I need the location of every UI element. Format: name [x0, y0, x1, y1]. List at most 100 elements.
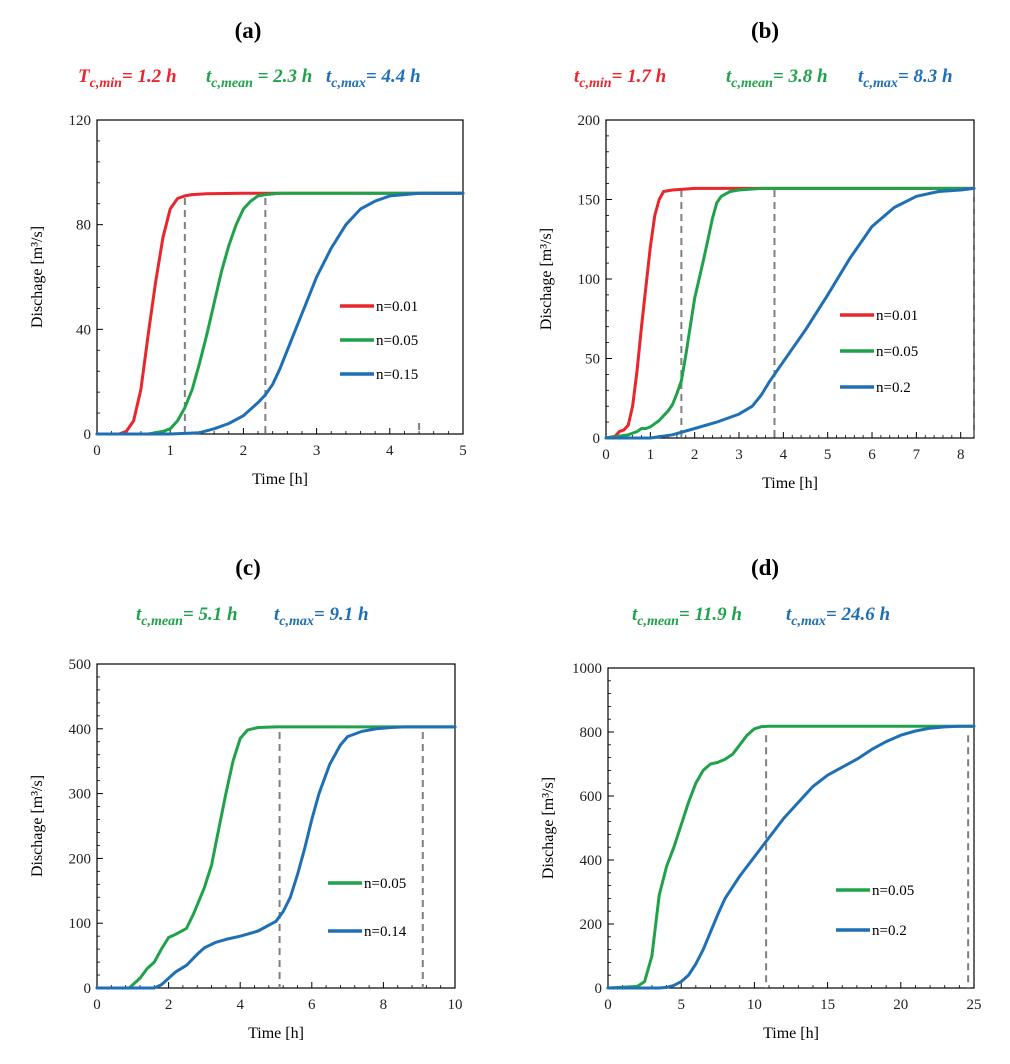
panel-d-y-tick-label: 400: [580, 853, 603, 869]
panel-d-label: (d): [751, 555, 779, 580]
panel-b-y-tick-label: 150: [578, 193, 601, 209]
panel-d-x-tick-label: 25: [967, 997, 982, 1013]
panel-b-x-tick-label: 6: [868, 447, 876, 463]
panel-d-x-tick-label: 20: [893, 997, 908, 1013]
panel-c-y-tick-label: 300: [69, 787, 92, 803]
panel-d-x-tick-label: 10: [747, 997, 762, 1013]
panel-a-y-axis-label: Dischage [m³/s]: [29, 226, 46, 328]
panel-b-x-tick-label: 7: [913, 447, 921, 463]
panel-d-legend-label: n=0.05: [872, 883, 914, 899]
panel-c-plot: 0 100 200 300 400 500 0 2 4 6 8 10 Time [h] Dischage …: [29, 657, 463, 1042]
panel-a-legend-label: n=0.05: [376, 333, 418, 349]
panel-b-x-tick-label: 3: [735, 447, 743, 463]
panel-a-x-tick-label: 4: [386, 443, 394, 459]
panel-a-x-tick-label: 0: [93, 443, 101, 459]
panel-c-y-tick-label: 400: [69, 722, 92, 738]
panel-b-x-tick-label: 0: [602, 447, 610, 463]
panel-a-label: (a): [235, 18, 262, 43]
panel-c-y-tick-label: 200: [69, 851, 92, 867]
panel-d-y-tick-label: 1000: [572, 661, 602, 677]
panel-b-x-axis-label: Time [h]: [762, 475, 818, 492]
panel-d-legend-label: n=0.2: [872, 923, 907, 939]
panel-b-series-n005: [604, 186, 976, 440]
panel-d-plot-frame: [607, 667, 975, 989]
panel-c-series-n005: [95, 725, 457, 990]
panel-b-annotation-max: tc,max= 8.3 h: [858, 66, 953, 91]
panel-b-x-tick-label: 8: [957, 447, 965, 463]
panel-d-series-n02: [606, 724, 976, 990]
panel-c-plot-frame: [96, 663, 456, 989]
panel-b-y-tick-label: 200: [578, 113, 601, 129]
panel-b-annotation-min: tc,min= 1.7 h: [574, 66, 666, 91]
panel-c-y-tick-label: 100: [69, 916, 92, 932]
panel-b-legend-label: n=0.2: [876, 380, 911, 396]
panel-c-y-tick-label: 500: [69, 657, 92, 673]
panel-b-x-tick-label: 4: [780, 447, 788, 463]
panel-d-series-n005: [606, 724, 976, 990]
panel-a-y-tick-label: 0: [84, 427, 92, 443]
panel-a-y-tick-label: 40: [76, 322, 91, 338]
panel-c-label: (c): [235, 555, 261, 580]
panel-b-x-tick-label: 2: [691, 447, 699, 463]
panel-d-y-axis-label: Dischage [m³/s]: [540, 777, 557, 879]
panel-c-x-tick-label: 0: [93, 997, 101, 1013]
panel-d-annotation-mean: tc,mean= 11.9 h: [632, 604, 742, 629]
panel-c-x-tick-label: 6: [308, 997, 316, 1013]
panel-b-x-tick-label: 1: [647, 447, 655, 463]
panel-a-y-tick-label: 80: [76, 218, 91, 234]
panel-a-annotation-mean: tc,mean = 2.3 h: [206, 66, 312, 91]
panel-c-legend-label: n=0.05: [364, 876, 406, 892]
panel-a-plot: 0 40 80 120 0 1 2 3 4 5 Time [h] Dischage [m³/s] n=0…: [29, 113, 467, 488]
panel-b-y-tick-label: 50: [585, 352, 600, 368]
panel-d-y-tick-label: 600: [580, 789, 603, 805]
panel-b-plot: 0 50 100 150 200 0 1 2 3 4 5 6 7 8 Time [h] Dischage [m…: [538, 113, 976, 492]
panel-d-x-tick-label: 5: [677, 997, 685, 1013]
panel-d-y-tick-label: 0: [595, 981, 603, 997]
panel-a-annotation-min: Tc,min= 1.2 h: [78, 66, 177, 91]
panel-b-series-n02: [604, 186, 976, 440]
panel-a-annotation-max: tc,max= 4.4 h: [326, 66, 421, 91]
panel-a-x-tick-label: 2: [240, 443, 248, 459]
panel-a-plot-frame: [96, 119, 464, 435]
panel-b-label: (b): [751, 18, 779, 43]
panel-c-x-tick-label: 2: [165, 997, 173, 1013]
panel-b-annotation-mean: tc,mean= 3.8 h: [726, 66, 828, 91]
panel-a-series-n005: [95, 191, 465, 436]
panel-b-legend-label: n=0.05: [876, 344, 918, 360]
panel-c-annotation-max: tc,max= 9.1 h: [274, 604, 369, 629]
panel-b-series-n001: [604, 186, 976, 440]
panel-d-y-tick-label: 800: [580, 725, 603, 741]
panel-a-legend-label: n=0.01: [376, 299, 418, 315]
panel-c-x-tick-label: 10: [448, 997, 463, 1013]
panel-b-y-tick-label: 0: [593, 431, 601, 447]
panel-c-y-tick-label: 0: [84, 981, 92, 997]
panel-b-legend-label: n=0.01: [876, 308, 918, 324]
panel-c-annotation-mean: tc,mean= 5.1 h: [136, 604, 238, 629]
panel-a-x-tick-label: 1: [166, 443, 174, 459]
panel-b-x-tick-label: 5: [824, 447, 832, 463]
panel-d-x-axis-label: Time [h]: [763, 1025, 819, 1042]
panel-c-legend-label: n=0.14: [364, 924, 407, 940]
panel-d-plot: 0 200 400 600 800 1000 0 5 10 15 20 25 Time [h] Disch…: [540, 661, 982, 1042]
panel-c-x-axis-label: Time [h]: [248, 1025, 304, 1042]
panel-a-series-n015: [95, 191, 465, 436]
panel-d-x-tick-label: 15: [820, 997, 835, 1013]
panel-c-x-tick-label: 8: [380, 997, 388, 1013]
panel-d-y-tick-label: 200: [580, 917, 603, 933]
panel-b-y-axis-label: Dischage [m³/s]: [538, 228, 555, 330]
panel-c-series-n014: [95, 725, 457, 990]
panel-a-y-tick-label: 120: [69, 113, 92, 129]
panel-b-y-tick-label: 100: [578, 272, 601, 288]
panel-d-x-tick-label: 0: [604, 997, 612, 1013]
panel-d-annotation-max: tc,max= 24.6 h: [786, 604, 890, 629]
panel-b-plot-frame: [605, 119, 975, 439]
panel-a-x-axis-label: Time [h]: [252, 471, 308, 488]
panel-a-x-tick-label: 5: [459, 443, 467, 459]
panel-a-x-tick-label: 3: [313, 443, 321, 459]
panel-c-y-axis-label: Dischage [m³/s]: [29, 775, 46, 877]
panel-a-series-n001: [95, 191, 465, 436]
panel-a-legend-label: n=0.15: [376, 367, 418, 383]
panel-c-x-tick-label: 4: [236, 997, 244, 1013]
